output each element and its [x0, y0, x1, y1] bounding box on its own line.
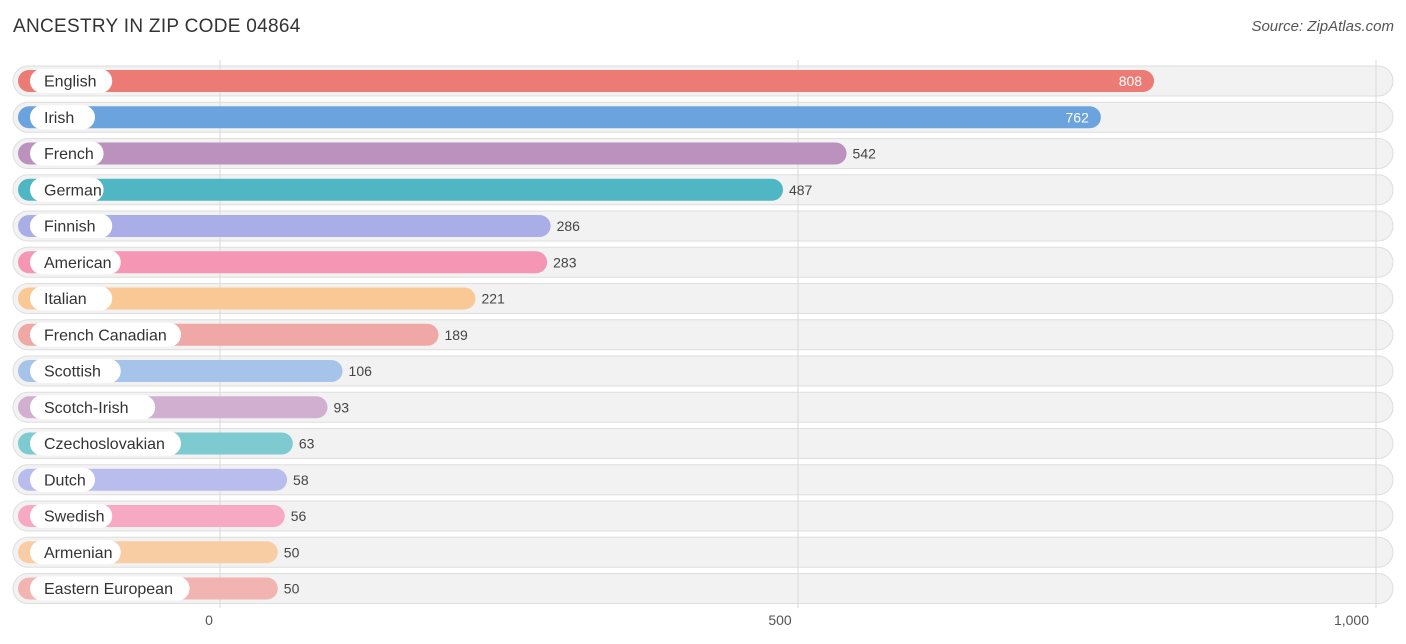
value-label: 106 — [349, 363, 373, 379]
category-pill — [30, 214, 113, 238]
row-background — [12, 391, 1394, 423]
value-label: 50 — [284, 581, 300, 597]
value-label: 762 — [1066, 109, 1090, 125]
category-pill — [30, 540, 121, 565]
category-pill — [30, 69, 113, 93]
bar-italian[interactable] — [18, 287, 476, 310]
category-pill — [30, 359, 121, 383]
x-tick-label: 0 — [205, 612, 213, 628]
category-label: Scottish — [44, 364, 101, 381]
category-label: Irish — [44, 110, 74, 127]
chart-title: ANCESTRY IN ZIP CODE 04864 — [13, 16, 301, 37]
category-label: Czechoslovakian — [44, 436, 165, 453]
category-pill — [30, 286, 113, 311]
value-label: 286 — [557, 218, 581, 234]
category-pill — [30, 250, 121, 275]
x-tick-label: 1,000 — [1334, 612, 1369, 628]
value-label: 542 — [853, 146, 877, 162]
bar-finnish[interactable] — [18, 215, 551, 237]
category-pill — [30, 322, 181, 347]
category-pill — [30, 395, 156, 420]
category-label: Swedish — [44, 509, 104, 526]
value-label: 221 — [481, 291, 505, 307]
category-label: Finnish — [44, 219, 96, 236]
category-label: French — [44, 146, 94, 163]
category-label: Scotch-Irish — [44, 400, 128, 417]
category-label: English — [44, 74, 96, 91]
value-label: 58 — [293, 472, 309, 488]
value-label: 189 — [444, 327, 468, 343]
category-pill — [30, 576, 190, 601]
value-label: 50 — [284, 544, 300, 560]
category-pill — [30, 504, 113, 528]
bar-irish[interactable] — [18, 106, 1101, 129]
row-background — [12, 536, 1394, 568]
row-background — [12, 573, 1394, 604]
bar-english[interactable] — [18, 70, 1155, 92]
bar-american[interactable] — [18, 251, 548, 274]
category-label: Armenian — [44, 545, 112, 562]
category-pill — [30, 141, 104, 166]
category-pill — [30, 431, 181, 456]
value-label: 56 — [291, 508, 307, 524]
category-label: Eastern European — [44, 581, 173, 598]
row-background — [12, 500, 1394, 532]
chart-source: Source: ZipAtlas.com — [1251, 18, 1394, 35]
category-pill — [30, 177, 104, 202]
bar-german[interactable] — [18, 178, 783, 201]
row-background — [12, 428, 1394, 459]
value-label: 283 — [553, 254, 577, 270]
value-label: 808 — [1119, 73, 1143, 89]
category-label: American — [44, 255, 112, 272]
category-label: French Canadian — [44, 327, 167, 344]
row-background — [12, 355, 1394, 387]
row-background — [12, 464, 1394, 496]
category-pill — [30, 467, 95, 492]
category-label: Dutch — [44, 472, 86, 489]
bar-french[interactable] — [18, 142, 847, 165]
value-label: 93 — [334, 399, 350, 415]
value-label: 487 — [789, 182, 813, 198]
category-label: Italian — [44, 291, 87, 308]
category-label: German — [44, 182, 102, 199]
category-pill — [30, 105, 95, 130]
x-tick-label: 500 — [768, 612, 792, 628]
value-label: 63 — [299, 436, 315, 452]
